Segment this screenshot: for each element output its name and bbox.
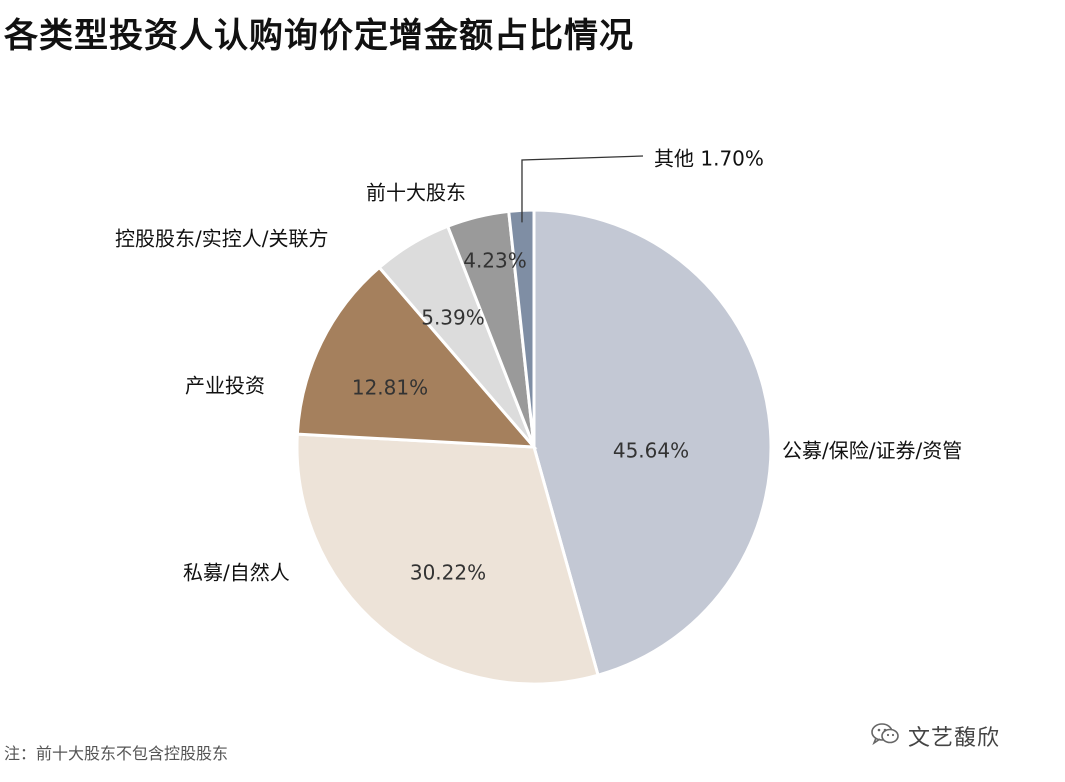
- slice-value-label: 30.22%: [410, 561, 486, 585]
- pie-slice: [532, 208, 773, 678]
- pie-slice: [295, 432, 600, 686]
- slice-category-label: 控股股东/实控人/关联方: [115, 227, 328, 251]
- chart-title: 各类型投资人认购询价定增金额占比情况: [4, 16, 634, 56]
- watermark-text: 文艺馥欣: [908, 726, 1001, 751]
- footnote: 注：前十大股东不包含控股股东: [4, 744, 229, 763]
- slice-category-label: 产业投资: [185, 374, 265, 398]
- slice-category-label: 前十大股东: [366, 181, 466, 205]
- slice-value-label: 12.81%: [352, 376, 428, 400]
- pie-slices: [295, 208, 773, 686]
- slice-value-label: 5.39%: [421, 306, 485, 330]
- pie-labels: 45.64% 公募/保险/证券/资管 30.22% 私募/自然人 12.81% 产业投资 5…: [115, 147, 962, 585]
- callout-leader-line: [521, 155, 644, 223]
- wechat-icon: [870, 721, 900, 751]
- slice-category-label: 私募/自然人: [183, 561, 290, 585]
- slice-value-label: 4.23%: [463, 249, 527, 273]
- watermark: 文艺馥欣: [870, 721, 1001, 751]
- slice-category-label: 公募/保险/证券/资管: [782, 439, 962, 463]
- pie-slice: [295, 265, 538, 449]
- callout-label: 其他 1.70%: [654, 147, 764, 171]
- slice-value-label: 45.64%: [613, 439, 689, 463]
